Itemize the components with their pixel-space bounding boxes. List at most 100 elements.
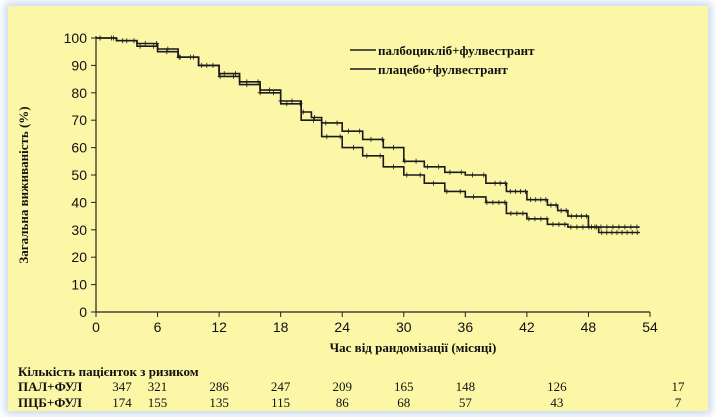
censor-mark — [142, 40, 148, 46]
censor-mark — [492, 180, 498, 186]
censor-mark — [471, 194, 477, 200]
censor-mark — [517, 188, 523, 194]
censor-mark — [512, 188, 518, 194]
censor-mark — [624, 230, 630, 236]
censor-mark — [550, 221, 556, 227]
censor-mark — [110, 35, 116, 41]
censor-mark — [563, 208, 569, 214]
legend-label-2: плацебо+фулвестрант — [378, 62, 508, 77]
x-tick-label: 54 — [642, 319, 658, 335]
risk-cell: 68 — [397, 395, 411, 410]
series-group — [96, 35, 640, 236]
censor-mark — [610, 224, 616, 230]
risk-cell: 155 — [147, 395, 168, 410]
censor-mark — [431, 180, 437, 186]
y-tick-label: 60 — [71, 140, 87, 156]
risk-cell: 17 — [671, 379, 685, 394]
censor-mark — [578, 213, 584, 219]
censor-mark — [379, 136, 385, 142]
y-tick-label: 70 — [71, 112, 87, 128]
censor-mark — [558, 208, 564, 214]
censor-mark — [562, 221, 568, 227]
censor-mark — [538, 216, 544, 222]
censor-mark — [345, 128, 351, 134]
censor-mark — [324, 134, 330, 140]
y-tick-label: 40 — [71, 194, 87, 210]
risk-cell: 174 — [112, 395, 132, 410]
censor-mark — [538, 197, 544, 203]
x-tick-label: 6 — [154, 319, 162, 335]
censor-mark — [514, 210, 520, 216]
censor-mark — [297, 101, 303, 107]
y-tick-label: 20 — [71, 249, 87, 265]
censor-mark — [507, 188, 513, 194]
axes: 0 6 12 18 24 30 36 42 48 54 0 10 20 30 40 50 60 70 80 90 100… — [16, 30, 658, 355]
censor-mark — [481, 172, 487, 178]
censor-mark — [284, 101, 290, 107]
censor-mark — [568, 224, 574, 230]
censor-mark — [402, 158, 408, 164]
x-tick-label: 48 — [581, 319, 597, 335]
censor-mark — [217, 73, 223, 79]
risk-cell: 321 — [147, 379, 168, 394]
censor-mark — [502, 180, 508, 186]
censor-mark — [364, 153, 370, 159]
censor-mark — [599, 230, 605, 236]
risk-row-label: ПЦБ+ФУЛ — [18, 395, 82, 410]
censor-mark — [204, 62, 210, 68]
censor-marks-1 — [97, 35, 640, 236]
censor-mark — [592, 224, 598, 230]
x-tick-label: 36 — [458, 319, 474, 335]
censor-mark — [377, 153, 383, 159]
risk-cell: 148 — [455, 379, 476, 394]
censor-mark — [544, 216, 550, 222]
censor-mark — [351, 145, 357, 151]
risk-cell: 165 — [394, 379, 414, 394]
censor-mark — [447, 169, 453, 175]
legend-label-1: палбоцикліб+фулвестрант — [378, 43, 535, 58]
risk-cell: 209 — [332, 379, 352, 394]
censor-mark — [255, 79, 261, 85]
censor-mark — [391, 164, 397, 170]
censor-mark — [97, 35, 103, 41]
censor-mark — [310, 117, 316, 123]
risk-cell: 43 — [550, 395, 564, 410]
y-tick-label: 10 — [71, 277, 87, 293]
censor-mark — [580, 224, 586, 230]
censor-mark — [634, 224, 640, 230]
censor-mark — [177, 54, 183, 60]
censor-mark — [424, 164, 430, 170]
censor-mark — [404, 172, 410, 178]
risk-cell: 347 — [112, 379, 132, 394]
censor-mark — [523, 188, 529, 194]
risk-cell: 135 — [209, 395, 229, 410]
censor-mark — [548, 202, 554, 208]
censor-mark — [573, 213, 579, 219]
censor-mark — [622, 224, 628, 230]
censor-mark — [556, 221, 562, 227]
censor-mark — [357, 128, 363, 134]
censor-mark — [574, 224, 580, 230]
censor-mark — [413, 158, 419, 164]
censor-mark — [266, 87, 272, 93]
censor-mark — [616, 224, 622, 230]
censor-mark — [497, 180, 503, 186]
y-tick-label: 100 — [64, 30, 88, 46]
x-tick-label: 0 — [92, 319, 100, 335]
risk-cell: 115 — [271, 395, 291, 410]
censor-mark — [457, 188, 463, 194]
censor-mark — [619, 230, 625, 236]
censor-mark — [165, 46, 171, 52]
censor-mark — [543, 197, 549, 203]
censor-mark — [391, 145, 397, 151]
risk-cell: 86 — [335, 395, 349, 410]
censor-mark — [417, 172, 423, 178]
censor-mark — [502, 199, 508, 205]
censor-mark — [496, 199, 502, 205]
censor-mark — [604, 230, 610, 236]
censor-mark — [458, 169, 464, 175]
x-tick-label: 18 — [273, 319, 289, 335]
censor-mark — [368, 136, 374, 142]
x-tick-label: 24 — [334, 319, 350, 335]
series-line-1 — [96, 37, 640, 234]
